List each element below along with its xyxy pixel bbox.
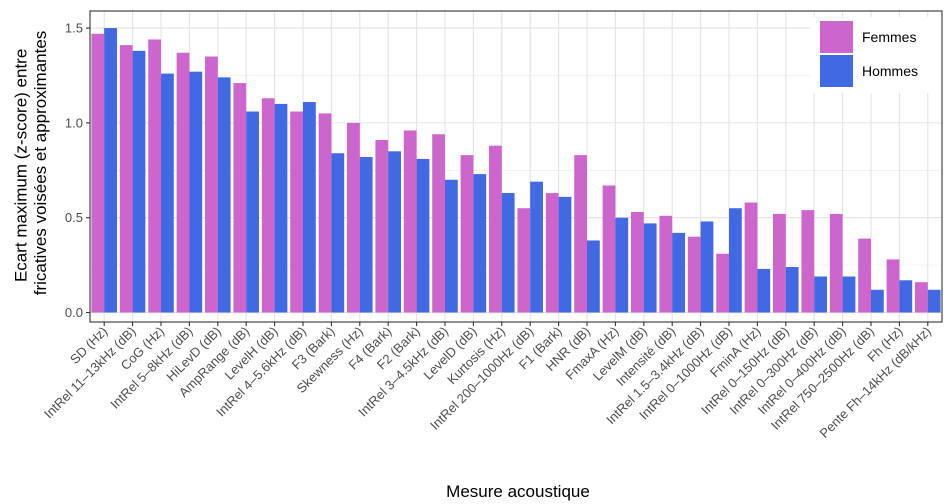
y-tick-label: 1.0 [65, 115, 83, 130]
bar-femmes [261, 98, 275, 313]
bar-femmes [801, 210, 815, 313]
bar-femmes [545, 193, 559, 313]
bar-femmes [233, 83, 247, 313]
bar-hommes [842, 276, 856, 313]
plot-panel [90, 11, 942, 322]
y-tick-label: 0.0 [65, 305, 83, 320]
bar-hommes [729, 208, 742, 313]
bar-femmes [489, 145, 502, 313]
y-axis-title-line-1: Ecart maximum (z-score) entre [11, 49, 30, 282]
bar-hommes [132, 50, 146, 313]
y-axis-title-line-2: fricatives voisées et approximantes [31, 31, 50, 296]
bar-hommes [615, 217, 629, 313]
y-tick-label: 1.5 [65, 21, 83, 36]
bar-hommes [331, 153, 345, 313]
bar-femmes [631, 212, 644, 313]
bar-hommes [558, 196, 572, 313]
y-axis: 0.0 0.5 1.0 1.5 [65, 21, 90, 320]
bar-femmes [886, 259, 900, 313]
bar-hommes [643, 223, 657, 313]
bar-femmes [205, 56, 218, 313]
legend-label-hommes: Hommes [862, 63, 918, 79]
bar-hommes [217, 77, 231, 313]
bar-femmes [687, 236, 701, 313]
plot-border [89, 10, 943, 323]
bar-femmes [773, 213, 786, 313]
bar-hommes [445, 179, 458, 313]
bar-hommes [416, 158, 430, 313]
bar-femmes [915, 282, 928, 313]
bar-femmes [91, 33, 105, 313]
bar-femmes [460, 155, 474, 313]
legend-key-femmes [820, 21, 853, 53]
bar-hommes [274, 103, 288, 313]
bar-hommes [104, 28, 117, 313]
bar-femmes [829, 213, 843, 313]
bar-femmes [659, 215, 673, 313]
bar-femmes [176, 52, 190, 313]
bar-hommes [246, 111, 259, 313]
bar-femmes [318, 113, 332, 313]
bar-femmes [432, 134, 445, 313]
bar-femmes [403, 130, 417, 313]
bar-femmes [119, 45, 133, 313]
bar-hommes [757, 268, 771, 313]
bar-hommes [700, 221, 714, 313]
bar-femmes [290, 111, 303, 313]
bar-hommes [303, 102, 316, 313]
bar-hommes [161, 73, 174, 313]
bar-hommes [189, 71, 203, 313]
bar-hommes [814, 276, 827, 313]
bar-hommes [899, 280, 913, 313]
x-axis-title: Mesure acoustique [446, 482, 590, 501]
legend-label-femmes: Femmes [862, 29, 916, 45]
bar-hommes [501, 193, 515, 313]
bar-femmes [375, 139, 389, 313]
bar-femmes [517, 208, 531, 313]
bar-femmes [347, 122, 360, 313]
bar-femmes [148, 39, 161, 313]
bar-femmes [574, 155, 587, 313]
bar-femmes [602, 185, 616, 313]
legend: Femmes Hommes [810, 17, 941, 93]
bar-hommes [473, 174, 487, 313]
bar-hommes [587, 240, 600, 313]
bar-hommes [672, 232, 685, 313]
y-axis-title: Ecart maximum (z-score) entre fricatives… [11, 31, 50, 296]
bar-hommes [871, 289, 884, 313]
bar-hommes [785, 267, 799, 313]
bar-hommes [359, 157, 373, 313]
bar-hommes [388, 151, 401, 313]
y-tick-label: 0.5 [65, 210, 83, 225]
bar-femmes [716, 253, 729, 313]
bar-femmes [744, 202, 758, 313]
bar-hommes [927, 289, 941, 313]
legend-key-hommes [820, 55, 853, 87]
bar-hommes [530, 181, 543, 313]
bar-femmes [858, 238, 871, 313]
bars [91, 28, 941, 313]
